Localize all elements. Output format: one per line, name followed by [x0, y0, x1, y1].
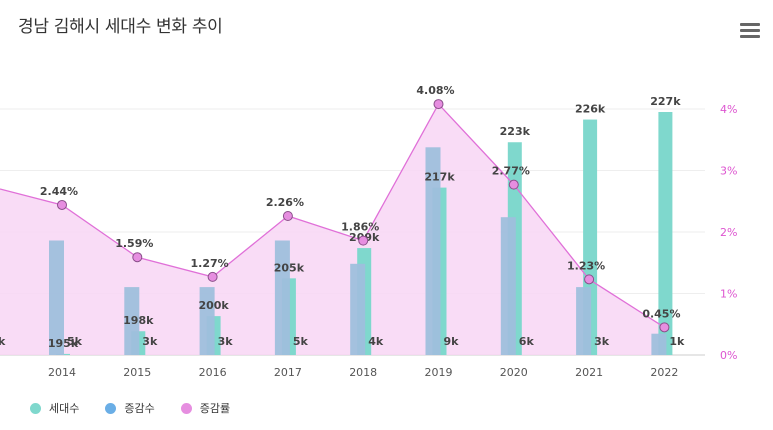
- x-tick-label: 2017: [274, 366, 302, 379]
- rate-line: [0, 102, 665, 328]
- x-tick-label: 2015: [123, 366, 151, 379]
- legend-item-rate[interactable]: 증감률: [180, 400, 231, 416]
- change-value-label: 5k: [67, 335, 83, 348]
- legend-item-change[interactable]: 증감수: [105, 400, 155, 416]
- rate-area: [0, 104, 665, 355]
- rate-marker[interactable]: [132, 252, 143, 263]
- rate-marker[interactable]: [508, 179, 519, 190]
- x-tick-label: 2022: [650, 366, 678, 379]
- change-bar[interactable]: [350, 263, 366, 355]
- legend-households-icon: [30, 402, 41, 414]
- change-bar[interactable]: [576, 287, 592, 355]
- legend-change-icon: [105, 402, 117, 414]
- legend-item-households[interactable]: 세대수: [30, 400, 79, 416]
- change-bar[interactable]: [124, 287, 140, 355]
- rate-value-label: 2.44%: [40, 185, 78, 198]
- change-bar[interactable]: [500, 217, 516, 355]
- legend-rate-label: 증감률: [199, 402, 231, 415]
- y2-tick-label: 4%: [720, 103, 737, 116]
- rate-value-label: 2.77%: [492, 165, 530, 178]
- change-bar[interactable]: [199, 287, 215, 355]
- household-value-label: 198k: [123, 314, 154, 327]
- change-value-label: 3k: [594, 335, 610, 348]
- rate-marker[interactable]: [207, 271, 218, 282]
- rate-value-label: 0.45%: [642, 307, 680, 320]
- rate-marker[interactable]: [584, 274, 595, 285]
- change-value-label: 5k: [293, 335, 309, 348]
- rate-value-label: 1.23%: [567, 259, 605, 272]
- change-value-label: 4k: [368, 335, 384, 348]
- household-value-label: 223k: [500, 125, 531, 138]
- legend-households-label: 세대수: [49, 402, 80, 415]
- rate-marker[interactable]: [282, 211, 293, 222]
- chart-title: 경남 김해시 세대수 변화 추이: [18, 17, 223, 37]
- x-tick-label: 2018: [349, 366, 377, 379]
- rate-value-label: 1.59%: [115, 237, 153, 250]
- household-bar[interactable]: [658, 112, 673, 355]
- change-value-label: 3k: [142, 335, 158, 348]
- household-value-label: 227k: [650, 95, 681, 108]
- change-bar[interactable]: [425, 147, 441, 355]
- household-value-label: 217k: [424, 171, 455, 184]
- rate-value-label: 2.26%: [266, 196, 304, 209]
- rate-value-label: 1.27%: [191, 257, 229, 270]
- legend-rate-icon: [180, 402, 192, 414]
- x-tick-label: 2021: [575, 366, 603, 379]
- change-bar[interactable]: [49, 240, 64, 356]
- rate-marker[interactable]: [57, 199, 67, 210]
- rate-marker[interactable]: [433, 99, 444, 110]
- legend: 세대수 증감수 증감률: [30, 400, 230, 416]
- y2-tick-label: 3%: [720, 165, 737, 178]
- change-value-label: 6k: [519, 335, 535, 348]
- rate-value-label: 4.08%: [416, 84, 454, 97]
- x-tick-label: 2019: [425, 366, 453, 379]
- y2-tick-label: 1%: [720, 288, 737, 301]
- change-value-label: 1k: [669, 335, 685, 348]
- rate-value-label: 1.86%: [341, 221, 379, 234]
- legend-change-label: 증감수: [124, 402, 155, 415]
- household-value-label: 200k: [198, 299, 229, 312]
- household-value-label: 195k: [48, 337, 79, 350]
- rate-marker[interactable]: [659, 322, 670, 333]
- x-tick-label: 2016: [199, 366, 227, 379]
- y2-tick-label: 2%: [720, 226, 737, 239]
- y2-tick-label: 0%: [720, 349, 737, 362]
- x-tick-label: 2014: [48, 366, 76, 379]
- hamburger-menu-icon[interactable]: [740, 22, 762, 38]
- clipped-change-label: k: [0, 335, 6, 348]
- change-bar[interactable]: [651, 333, 667, 355]
- change-value-label: 3k: [218, 335, 234, 348]
- x-tick-label: 2020: [500, 366, 528, 379]
- change-bar[interactable]: [274, 240, 290, 356]
- rate-marker[interactable]: [358, 235, 369, 246]
- household-value-label: 226k: [575, 103, 606, 116]
- change-value-label: 9k: [444, 335, 460, 348]
- household-value-label: 205k: [274, 261, 305, 274]
